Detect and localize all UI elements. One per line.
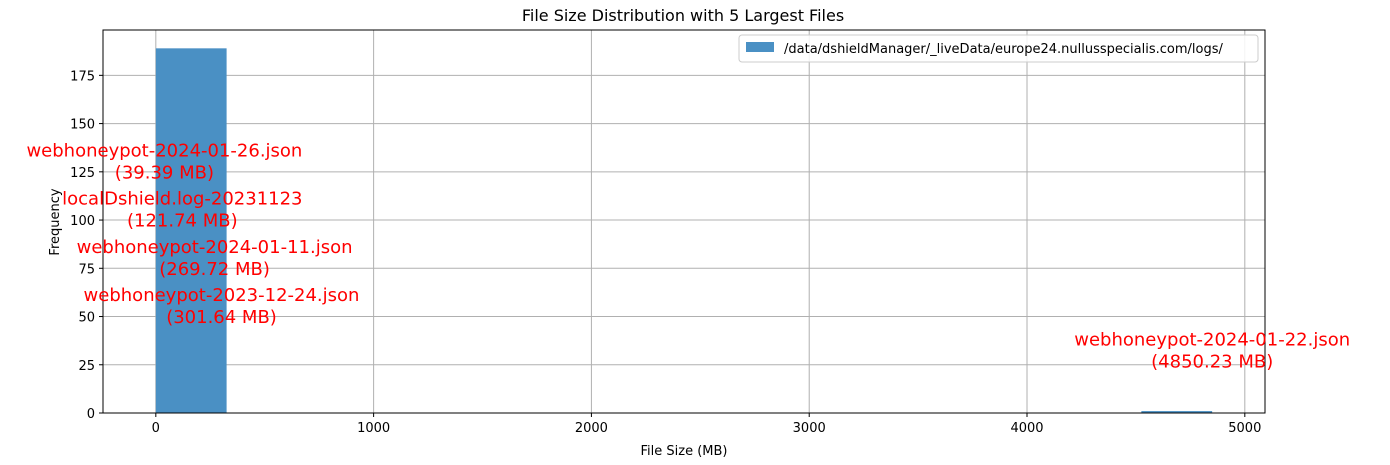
annotation-size: (269.72 MB) (159, 259, 270, 280)
x-tick-label: 5000 (1228, 421, 1261, 436)
y-tick-label: 0 (87, 407, 95, 422)
x-tick-label: 4000 (1010, 421, 1043, 436)
annotation-size: (301.64 MB) (166, 307, 277, 328)
x-axis-label: File Size (MB) (641, 444, 728, 459)
x-tick-label: 1000 (357, 421, 390, 436)
y-tick-label: 75 (78, 262, 95, 277)
x-tick-label: 3000 (793, 421, 826, 436)
histogram-bar (155, 48, 227, 413)
annotation-filename: webhoneypot-2024-01-26.json (26, 140, 302, 161)
x-axis-ticks: 0 1000 2000 3000 4000 5000 (152, 413, 1261, 436)
annotation-filename: localDshield.log-20231123 (62, 189, 302, 210)
y-tick-label: 25 (78, 359, 95, 374)
plot-frame (102, 29, 1266, 414)
legend-swatch (746, 42, 774, 52)
annotation-filename: webhoneypot-2023-12-24.json (84, 285, 360, 306)
y-axis-ticks: 0 25 50 75 100 125 150 175 (70, 69, 103, 422)
y-tick-label: 50 (78, 311, 95, 326)
file-annotations: webhoneypot-2024-01-26.json(39.39 MB) loc… (26, 140, 1350, 372)
y-axis-label: Frequency (48, 188, 63, 255)
y-tick-label: 125 (70, 166, 95, 181)
annotation-size: (39.39 MB) (115, 162, 214, 183)
annotation-size: (4850.23 MB) (1151, 351, 1273, 372)
legend-label: /data/dshieldManager/_liveData/europe24.… (784, 42, 1223, 57)
annotation-filename: webhoneypot-2024-01-11.json (77, 237, 353, 258)
annotation-size: (121.74 MB) (127, 211, 238, 232)
y-tick-label: 150 (70, 118, 95, 133)
histogram-bar (1141, 411, 1213, 413)
y-tick-label: 100 (70, 214, 95, 229)
chart-title: File Size Distribution with 5 Largest Fi… (522, 6, 844, 25)
x-tick-label: 0 (152, 421, 160, 436)
legend: /data/dshieldManager/_liveData/europe24.… (738, 34, 1259, 63)
annotation-filename: webhoneypot-2024-01-22.json (1074, 329, 1350, 350)
legend-box (738, 34, 1259, 63)
grid-lines (103, 30, 1265, 414)
x-tick-label: 2000 (575, 421, 608, 436)
bars (155, 48, 1213, 413)
y-tick-label: 175 (70, 69, 95, 84)
